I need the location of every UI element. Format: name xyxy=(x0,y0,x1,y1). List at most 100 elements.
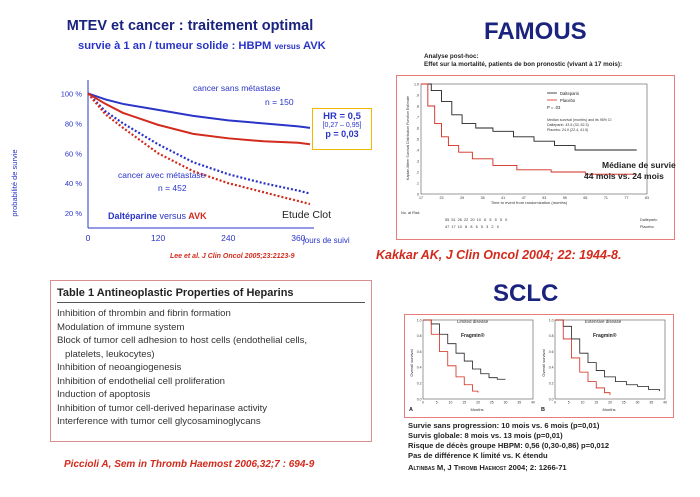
mtev-series-line-1 xyxy=(87,92,311,129)
heparin-table-row: Inhibition of neoangiogenesis xyxy=(57,362,182,373)
mtev-legend: Daltéparine versus AVK xyxy=(108,211,207,221)
sclc-panel-b-y-tick: 0.6 xyxy=(549,350,554,354)
sclc-panel-a-y-tick: 1.0 xyxy=(417,318,422,322)
mtev-study-label: Etude Clot xyxy=(282,209,332,221)
mtev-hr-box: HR = 0,5 [0,27 – 0,95] p = 0,03 xyxy=(312,108,372,150)
sclc-panel-a-x-tick: 40 xyxy=(531,401,535,405)
mtev-series-nometa-n: n = 150 xyxy=(265,97,294,107)
sclc-panel-b-frame xyxy=(554,319,666,400)
sclc-panel-b-y-tick: 0.8 xyxy=(549,334,554,338)
sclc-panel-b-x-tick: 15 xyxy=(594,401,598,405)
sclc-panel-a-x-tick: 10 xyxy=(449,401,453,405)
famous-series-placebo xyxy=(421,83,637,175)
sclc-panel-b-x-tick: 10 xyxy=(581,401,585,405)
mtev-citation: Lee et al. J Clin Oncol 2005;23:2123-9 xyxy=(170,253,295,260)
famous-risk-row1-label: Dalteparin xyxy=(640,218,657,222)
mtev-subtitle-main: survie à 1 an / tumeur solide : HBPM xyxy=(78,40,272,52)
famous-risk-header: No. at Risk xyxy=(401,211,420,215)
famous-x-tick-label: 35 xyxy=(481,196,485,200)
sclc-panel-a-x-tick: 0 xyxy=(422,401,424,405)
famous-citation: Kakkar AK, J Clin Oncol 2004; 22: 1944-8… xyxy=(376,248,622,262)
mtev-series-line-4 xyxy=(87,92,311,206)
mtev-y-tick-label: 80 % xyxy=(65,119,82,128)
sclc-panel-b-x-tick: 5 xyxy=(568,401,570,405)
sclc-figure-frame xyxy=(404,314,674,418)
famous-figure-frame xyxy=(396,75,675,240)
famous-x-axis-title: Time to event from randomization (months… xyxy=(491,200,568,205)
famous-x-tick-label: 41 xyxy=(501,196,505,200)
mtev-y-tick-label: 100 % xyxy=(61,89,83,98)
mtev-series-line-2 xyxy=(87,92,311,146)
famous-y-axis-title: Kaplan-Meier Survival Distribution Funct… xyxy=(406,96,410,180)
heparin-table-row: Interference with tumor cell glycosamino… xyxy=(57,416,261,427)
famous-x-tick-label: 23 xyxy=(440,196,444,200)
mtev-x-tick-label: 360 xyxy=(291,233,305,243)
mtev-series-meta-n: n = 452 xyxy=(158,183,187,193)
mtev-legend-versus: versus xyxy=(159,211,187,221)
famous-median-note-2: Dalteparin: 43.5 (33, 52.3) xyxy=(547,123,589,127)
mtev-legend-dalteparine: Daltéparine xyxy=(108,211,158,221)
sclc-panel-a-series-fragmin xyxy=(423,319,506,380)
mtev-series-meta-label: cancer avec métastase xyxy=(118,170,206,180)
famous-x-tick-label: 59 xyxy=(563,196,567,200)
heparin-table-row: Inhibition of thrombin and fibrin format… xyxy=(57,308,231,319)
mtev-series-line-3 xyxy=(87,92,311,195)
famous-x-tick-label: 65 xyxy=(583,196,587,200)
famous-x-tick-label: 29 xyxy=(460,196,464,200)
mtev-y-tick-label: 20 % xyxy=(65,209,82,218)
sclc-panel-b-y-tick: 1.0 xyxy=(549,318,554,322)
famous-x-tick-label: 71 xyxy=(604,196,608,200)
mtev-ylabel: probabilité de survie xyxy=(10,149,19,216)
sclc-panel-b-title: Extensive disease xyxy=(585,319,622,324)
sclc-panel-a-series-control xyxy=(423,319,479,393)
sclc-panel-b-yaxis: Overall survival xyxy=(541,349,546,376)
famous-y-tick-label: .3 xyxy=(416,159,419,163)
sclc-panel-b-xaxis: Months xyxy=(602,407,615,412)
sclc-panel-a-x-tick: 25 xyxy=(490,401,494,405)
mtev-subtitle-versus: versus xyxy=(274,42,301,51)
famous-y-tick-label: .2 xyxy=(416,170,419,174)
sclc-result-2: Survis globale: 8 mois vs. 13 mois (p=0,… xyxy=(408,431,563,440)
mtev-y-tick-label: 60 % xyxy=(65,149,82,158)
famous-median-fr-1: Médiane de survie xyxy=(602,160,676,170)
sclc-panel-b-y-tick: 0.0 xyxy=(549,397,554,401)
sclc-panel-a-y-tick: 0.6 xyxy=(417,350,422,354)
heparin-table-row: Inhibition of endothelial cell prolifera… xyxy=(57,375,225,387)
mtev-chart: 20 % 40 % 60 % 80 % 100 % 0 120 240 360 probabil… xyxy=(10,80,314,243)
sclc-panel-a-letter: A xyxy=(409,407,413,413)
famous-legend-p: P = .03 xyxy=(547,105,561,110)
famous-y-tick-label: .4 xyxy=(416,148,419,152)
sclc-title: SCLC xyxy=(493,280,559,307)
mtev-x-unit: jours de suivi xyxy=(303,236,350,245)
famous-chart: 0 .1 .2 .3 .4 .5 .6 .7 .8 .9 1.0 17 23 29 35 41 47 53 59 65… xyxy=(401,82,657,229)
famous-median-note-1: Median survival (months) and its 95% CI xyxy=(547,118,612,122)
sclc-panel-a-x-tick: 20 xyxy=(476,401,480,405)
sclc-panel-b-series-fragmin xyxy=(555,319,660,392)
sclc-result-1: Survie sans progression: 10 mois vs. 6 m… xyxy=(408,421,600,430)
mtev-series-nometa-label: cancer sans métastase xyxy=(193,83,281,93)
sclc-panel-b-y-tick: 0.2 xyxy=(549,382,554,386)
famous-x-tick-label: 53 xyxy=(542,196,546,200)
sclc-panel-b-x-tick: 35 xyxy=(649,401,653,405)
sclc-panel-a-yaxis: Overall survival xyxy=(409,349,414,376)
sclc-plot: 0.0 0.2 0.4 0.6 0.8 1.0 0 5 10 15 20 25 30 35 40 0.0 0.2… xyxy=(417,318,667,404)
mtev-y-tick-label: 40 % xyxy=(65,179,82,188)
famous-y-tick-label: .7 xyxy=(416,115,419,119)
heparin-table-row: Block of tumor cell adhesion to host cel… xyxy=(57,335,308,346)
famous-risk-row1: 55 51 26 22 20 10 6 5 5 5 0 xyxy=(445,218,507,222)
famous-y-tick-label: 1.0 xyxy=(414,82,419,86)
sclc-panel-a-y-tick: 0.8 xyxy=(417,334,422,338)
sclc-panel-b-x-tick: 20 xyxy=(608,401,612,405)
sclc-result-4: Pas de différence K limité vs. K étendu xyxy=(408,451,548,460)
famous-series-dalteparin xyxy=(421,83,637,151)
sclc-panel-b-x-tick: 25 xyxy=(622,401,626,405)
famous-x-tick-label: 17 xyxy=(419,196,423,200)
famous-risk-row2: 47 17 10 8 8 6 5 3 2 0 xyxy=(445,225,499,229)
famous-plot-frame xyxy=(420,83,648,195)
mtev-hr-p: p = 0,03 xyxy=(325,129,359,139)
sclc-panel-a-xaxis: Months xyxy=(470,407,483,412)
mtev-hr-value: HR = 0,5 xyxy=(323,111,361,122)
famous-analysis-2: Effet sur la mortalité, patients de bon … xyxy=(424,61,623,68)
heparin-table-row: platelets, leukocytes) xyxy=(57,348,155,360)
heparin-table-title: Table 1 Antineoplastic Properties of Hep… xyxy=(57,281,365,303)
